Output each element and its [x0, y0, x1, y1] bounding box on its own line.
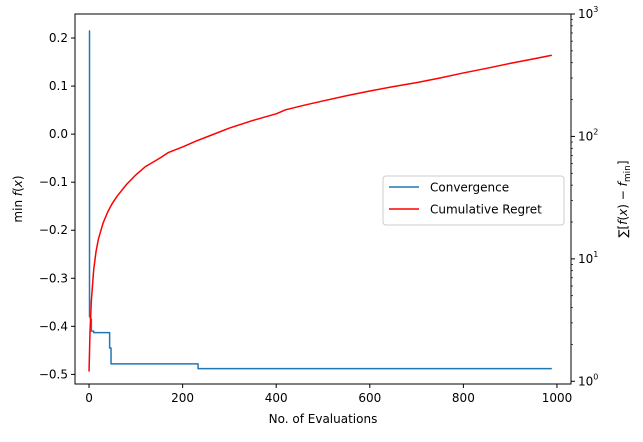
y-tick-label: −0.4 [39, 319, 68, 333]
y-tick-label: 0.0 [49, 127, 68, 141]
y-right-tick-label: 102 [578, 127, 598, 143]
x-tick-label: 200 [171, 391, 194, 405]
x-tick-label: 600 [358, 391, 381, 405]
x-axis: 0 200 400 600 800 1000 [85, 384, 572, 405]
y-tick-label: −0.3 [39, 271, 68, 285]
x-axis-label: No. of Evaluations [269, 412, 378, 426]
series-line-cumulative-regret [88, 54, 552, 372]
y-tick-label: −0.2 [39, 223, 68, 237]
legend-label-convergence: Convergence [430, 181, 509, 195]
y-axis-left: 0.2 0.1 0.0 −0.1 −0.2 −0.3 −0.4 −0.5 [39, 31, 75, 381]
axes-frame [74, 13, 572, 385]
y-axis-left-label: min f(x) [11, 175, 25, 222]
x-tick-label: 800 [452, 391, 475, 405]
y-tick-label: −0.1 [39, 175, 68, 189]
legend-box [382, 175, 565, 226]
y-tick-label: −0.5 [39, 367, 68, 381]
x-tick-label: 0 [85, 391, 93, 405]
series-layer [88, 30, 552, 372]
y-axis-right-label: ∑[f(x) − fmin] [616, 160, 633, 237]
x-tick-label: 1000 [542, 391, 573, 405]
legend-label-cumulative-regret: Cumulative Regret [430, 203, 542, 217]
legend: Convergence Cumulative Regret [382, 175, 565, 226]
y-right-tick-label: 103 [578, 5, 598, 21]
y-right-tick-label: 101 [578, 250, 598, 266]
y-tick-label: 0.2 [49, 31, 68, 45]
y-right-tick-label: 100 [578, 372, 598, 388]
y-axis-right: 100 101 102 103 [571, 5, 598, 388]
y-tick-label: 0.1 [49, 79, 68, 93]
x-tick-label: 400 [265, 391, 288, 405]
